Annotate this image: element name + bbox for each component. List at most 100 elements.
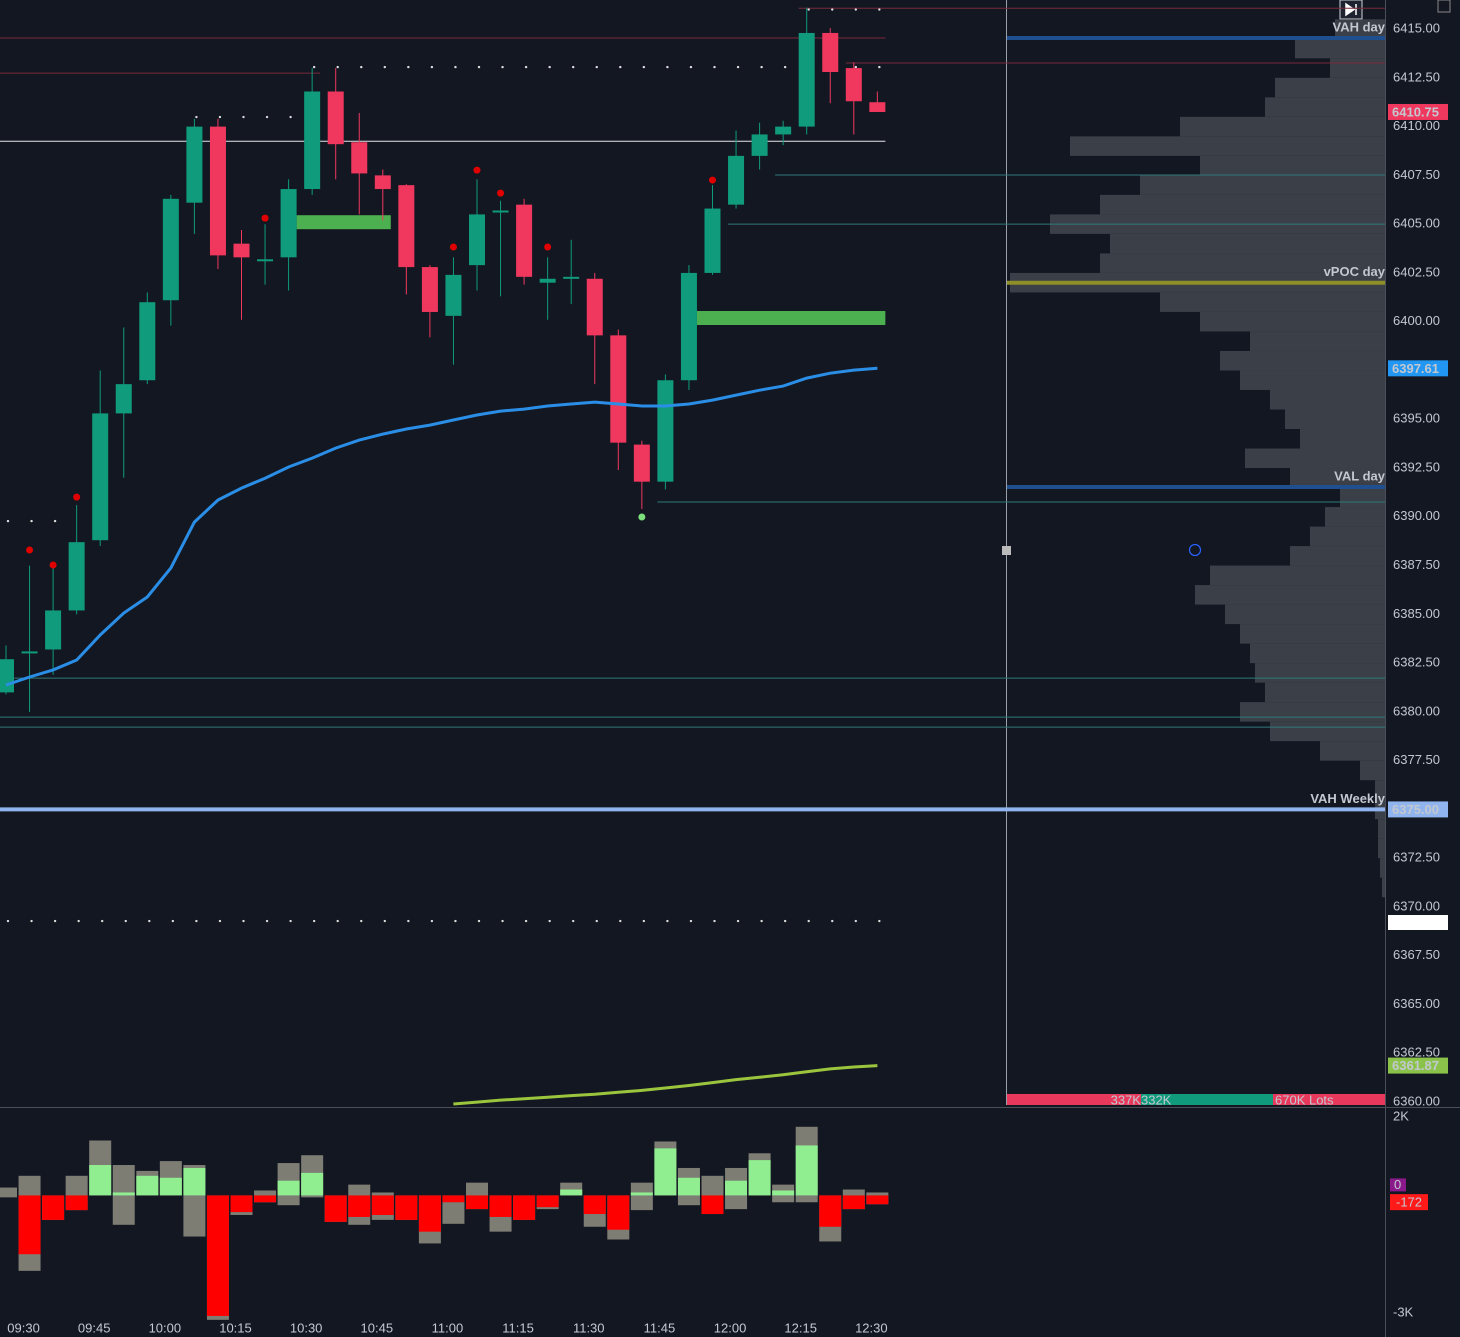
x-tick-label: 09:30 — [7, 1320, 40, 1335]
level-dot — [383, 919, 386, 923]
x-tick-label: 10:00 — [149, 1320, 182, 1335]
total-volume — [1273, 1094, 1385, 1105]
cursor-marker — [1188, 543, 1202, 557]
y-tick-label: 2K — [1393, 1108, 1409, 1123]
profile-bar — [1378, 819, 1385, 839]
candle-body — [398, 185, 415, 268]
y-tick-label: -3K — [1393, 1304, 1414, 1319]
level-dot — [854, 8, 857, 11]
handle[interactable] — [1002, 546, 1011, 555]
candle-body — [92, 413, 109, 541]
profile-bar — [1310, 526, 1385, 547]
corner-box[interactable] — [1437, 0, 1451, 13]
level-dot — [854, 919, 857, 923]
y-tick-label: 6390.00 — [1393, 508, 1440, 523]
profile-bar — [1240, 702, 1385, 722]
y-tick-label: 6385.00 — [1393, 606, 1440, 621]
candle-body — [516, 204, 533, 277]
delta-bar — [230, 1195, 253, 1213]
candle-body — [68, 542, 85, 611]
profile-bar — [1270, 721, 1385, 742]
delta-bar — [748, 1160, 771, 1196]
level-dot — [30, 919, 33, 923]
delta-bar — [301, 1172, 324, 1196]
profile-bar — [1255, 663, 1385, 683]
candle-body — [374, 175, 391, 190]
candle-body — [869, 102, 886, 112]
signal-dot — [73, 493, 81, 501]
delta-bar — [819, 1195, 842, 1227]
y-tick-label: 6377.50 — [1393, 752, 1440, 767]
signal-dot — [709, 176, 716, 184]
scroll-button[interactable] — [1339, 0, 1363, 20]
key-level-label: VAH Weekly — [1310, 791, 1385, 806]
level-dot — [407, 919, 410, 923]
delta-bar — [630, 1192, 653, 1196]
buy-volume-label: 332K — [1141, 1092, 1172, 1107]
profile-bar — [1265, 97, 1385, 117]
profile-bar — [1100, 194, 1385, 215]
level-dot — [53, 519, 57, 523]
profile-bar — [1265, 682, 1385, 703]
x-tick-label: 12:30 — [855, 1320, 888, 1335]
y-tick-label: 6392.50 — [1393, 459, 1440, 474]
level-dot — [831, 919, 834, 923]
price-label: 6410.75 — [1392, 104, 1439, 119]
candle-body — [798, 32, 815, 127]
profile-bar — [1325, 507, 1385, 527]
level-dot — [265, 115, 269, 119]
profile-bar — [1320, 741, 1385, 761]
candle-body — [21, 651, 38, 654]
y-tick-label: 6400.00 — [1393, 313, 1440, 328]
delta-bar — [324, 1195, 347, 1222]
signal-dot — [449, 243, 457, 251]
price-label-box — [1388, 1057, 1448, 1074]
y-tick-label: 6407.50 — [1393, 167, 1440, 182]
level-dot — [312, 919, 316, 923]
profile-bar — [1300, 429, 1385, 449]
candle-body — [186, 126, 203, 203]
candle-body — [610, 335, 627, 443]
level-dot — [265, 919, 269, 923]
delta-bar — [371, 1195, 394, 1215]
x-tick-label: 09:45 — [78, 1320, 111, 1335]
delta-bar — [536, 1195, 559, 1208]
candle-body — [45, 610, 62, 650]
delta-bar — [277, 1180, 300, 1196]
delta-bar — [348, 1195, 371, 1217]
key-level-label: vPOC day — [1324, 264, 1386, 279]
level-dot — [807, 919, 810, 923]
candle-body — [469, 214, 485, 266]
delta-bar — [395, 1195, 418, 1220]
x-tick-label: 11:30 — [573, 1320, 605, 1335]
profile-bar — [1290, 546, 1385, 566]
profile-bar — [1275, 77, 1385, 98]
level-dot — [548, 919, 551, 923]
level-dot — [595, 65, 598, 69]
current-delta-label: -172 — [1396, 1195, 1422, 1210]
y-tick-label: 6367.50 — [1393, 947, 1440, 962]
candle-body — [327, 91, 344, 145]
level-dot — [713, 65, 716, 69]
delta-bar — [489, 1195, 512, 1217]
delta-bar — [89, 1165, 112, 1196]
profile-bar — [1340, 487, 1385, 508]
candle-body — [351, 142, 368, 174]
level-dot — [77, 919, 80, 923]
level-dot — [360, 65, 363, 69]
level-dot — [689, 65, 693, 69]
signal-dot — [49, 561, 57, 569]
level-dot — [242, 115, 245, 119]
delta-bar — [159, 1177, 182, 1196]
profile-bar — [1375, 780, 1385, 800]
key-level-label: VAH day — [1333, 19, 1386, 34]
level-dot — [878, 8, 881, 11]
level-dot — [760, 919, 763, 923]
blank-label — [1388, 915, 1448, 930]
delta-bar — [18, 1195, 41, 1255]
delta-bar — [772, 1190, 795, 1196]
price-label-box — [1388, 103, 1448, 120]
delta-bar — [442, 1195, 465, 1203]
delta-bar — [607, 1195, 630, 1230]
delta-bar — [254, 1195, 277, 1203]
